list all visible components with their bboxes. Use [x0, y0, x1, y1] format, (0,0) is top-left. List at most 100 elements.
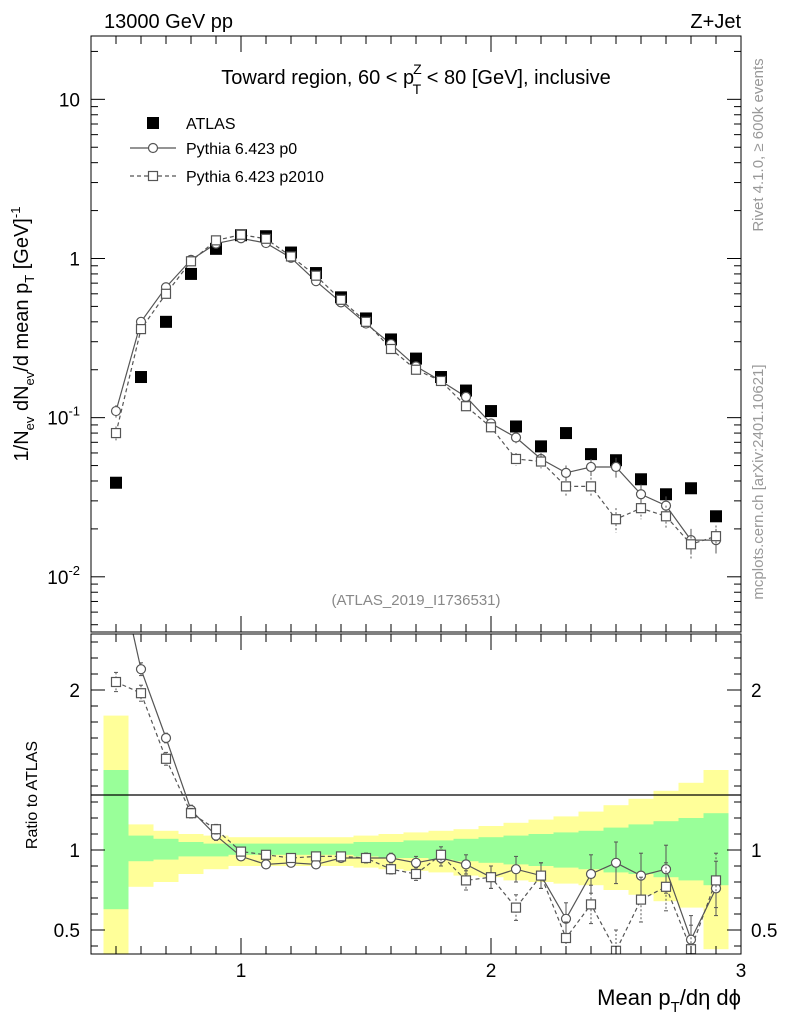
ratio-p2010-point: [485, 872, 497, 883]
title-sup: Z: [413, 61, 422, 77]
p2010-point: [460, 401, 472, 412]
p2010-point: [385, 343, 397, 355]
main-y-tick-exp: -1: [68, 404, 80, 419]
atlas-point: [660, 488, 672, 501]
ratio-p2010-point: [560, 932, 572, 944]
band-inner: [353, 842, 379, 857]
ylabel-a-sub: ev: [22, 416, 37, 430]
legend-label-p0: Pythia 6.423 p0: [186, 141, 297, 158]
ylabel-c-sub: T: [22, 275, 37, 283]
legend: ATLAS Pythia 6.423 p0 Pythia 6.423 p2010: [130, 116, 324, 186]
atlas-point: [510, 420, 522, 433]
p2010-point: [660, 511, 672, 522]
ratio-p2010-point: [310, 851, 322, 862]
atlas-point: [135, 371, 147, 384]
ratio-p2010-point: [135, 688, 147, 699]
ratio-p2010-point: [285, 852, 297, 864]
p2010-point: [710, 531, 722, 542]
ylabel-b-sub: ev: [22, 371, 37, 385]
main-y-tick-base: 10: [47, 409, 68, 430]
ratio-ticks: 0.5 0.5 1 1 2 2 1 2 3: [54, 634, 777, 982]
band-inner: [103, 770, 129, 910]
ratio-p2010-point: [435, 849, 447, 860]
p0-point: [110, 405, 122, 417]
p2010-point: [135, 324, 147, 335]
x-tick-label: 2: [486, 961, 497, 982]
main-y-axis-label: 1/Nev dNev/d mean pT [GeV]-1: [8, 207, 37, 462]
ratio-bands: [103, 715, 729, 954]
mcplots-label: mcplots.cern.ch [arXiv:2401.10621]: [750, 364, 767, 599]
atlas-point: [710, 510, 722, 523]
ratio-p0-point: [260, 859, 272, 870]
atlas-point: [560, 427, 572, 440]
ratio-y-tick-label-right: 0.5: [751, 921, 777, 942]
ratio-p0-point: [460, 859, 472, 870]
ratio-y-tick-label-left: 0.5: [54, 921, 80, 942]
band-inner: [153, 838, 179, 860]
p2010-point: [435, 375, 447, 387]
p2010-point: [160, 288, 172, 299]
ylabel-d: [GeV]: [11, 218, 33, 275]
band-inner: [328, 843, 354, 855]
ylabel-b: dN: [11, 385, 33, 416]
header-right: Z+Jet: [690, 11, 741, 33]
p2010-point: [310, 270, 322, 281]
band-inner: [528, 834, 554, 866]
main-title: Toward region, 60 < pZ T < 80 [GeV], incl…: [221, 61, 611, 97]
band-inner: [128, 835, 154, 862]
p2010-point: [335, 294, 347, 305]
x-tick-label: 3: [736, 961, 747, 982]
main-y-tick-exp: -2: [68, 563, 80, 578]
atlas-point: [410, 352, 422, 365]
ratio-series: [110, 634, 722, 954]
legend-marker-atlas: [147, 117, 159, 129]
atlas-point: [485, 405, 497, 418]
header-left: 13000 GeV pp: [104, 11, 233, 33]
ratio-y-axis-label: Ratio to ATLAS: [24, 741, 41, 849]
p0-point: [585, 461, 597, 473]
p2010-point: [560, 481, 572, 492]
ratio-p2010-point: [235, 846, 247, 857]
p2010-point: [485, 422, 497, 433]
main-y-tick-base: 10: [47, 568, 68, 589]
p2010-point: [685, 539, 697, 550]
legend-label-p2010: Pythia 6.423 p2010: [186, 169, 324, 186]
legend-marker-p2010: [147, 170, 159, 182]
p2010-point: [360, 316, 372, 327]
ratio-frame: [90, 633, 742, 955]
p2010-point: [585, 481, 597, 492]
ratio-y-tick-label-left: 2: [69, 681, 80, 702]
p0-point: [510, 432, 522, 443]
band-inner: [253, 843, 279, 855]
ratio-p0-point: [610, 857, 622, 868]
band-inner: [303, 843, 329, 855]
title-sub: T: [413, 81, 422, 97]
main-y-tick-label: 1: [69, 249, 80, 270]
p2010-point: [610, 514, 622, 525]
ratio-p2010-point: [410, 868, 422, 880]
band-inner: [403, 840, 429, 858]
series-line-p2010: [115, 234, 717, 545]
title-post: < 80 [GeV], inclusive: [421, 67, 611, 89]
ratio-p2010-point: [510, 902, 522, 913]
band-inner: [178, 842, 204, 857]
ylabel-c: /d mean p: [11, 283, 33, 372]
ratio-p0-point: [410, 857, 422, 868]
ratio-p2010-point: [110, 676, 122, 688]
ratio-p2010-point: [185, 808, 197, 819]
ratio-p2010-point: [660, 881, 672, 892]
legend-label-atlas: ATLAS: [186, 116, 236, 133]
p2010-point: [185, 256, 197, 267]
band-inner: [203, 843, 229, 857]
x-axis-label: Mean pT/dη dϕ: [597, 985, 741, 1016]
ratio-p0-point: [160, 732, 172, 744]
ratio-p0-point: [635, 870, 647, 881]
ratio-p0-point: [510, 864, 522, 875]
p2010-point: [210, 235, 222, 246]
ratio-y-tick-label-right: 2: [751, 681, 762, 702]
p0-point: [460, 391, 472, 403]
p2010-point: [110, 427, 122, 439]
